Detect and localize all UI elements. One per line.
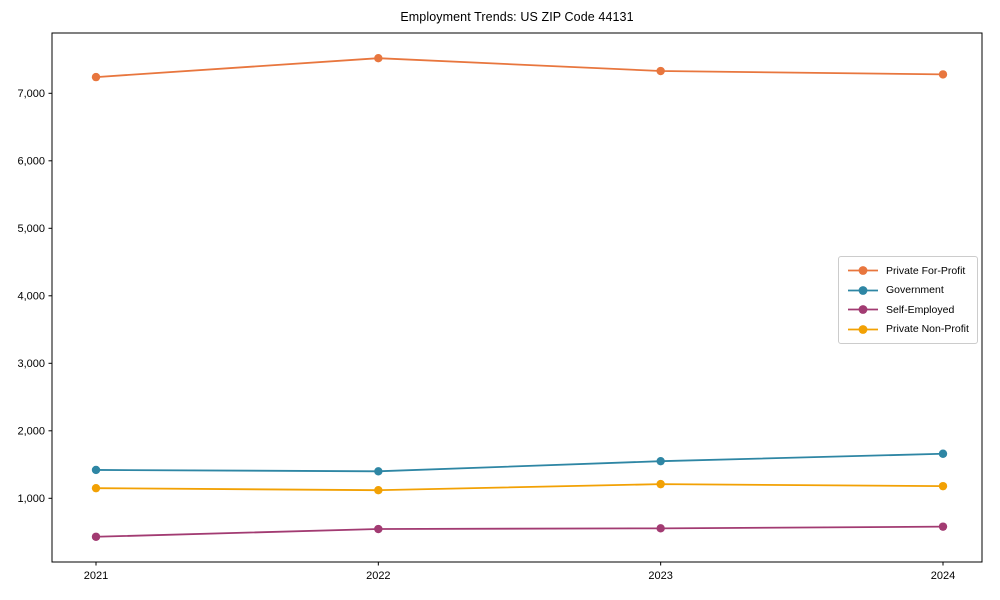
data-point-self-employed	[656, 524, 665, 533]
y-tick-label: 1,000	[17, 493, 45, 505]
data-point-government	[656, 456, 665, 466]
data-point-private-non-profit	[656, 479, 665, 489]
x-tick-label: 2021	[84, 570, 108, 582]
data-point-private-for-profit	[374, 54, 383, 63]
data-point-private-for-profit	[938, 70, 948, 79]
x-tick-label: 2022	[366, 570, 390, 582]
legend-label: Government	[886, 284, 944, 297]
y-tick-label: 4,000	[17, 290, 45, 302]
chart-title: Employment Trends: US ZIP Code 44131	[400, 10, 634, 24]
legend: Private For-Profit Government Self-Employe…	[838, 256, 978, 344]
series-line-private-for-profit	[95, 57, 944, 78]
series-line-self-employed	[95, 525, 944, 538]
legend-line-marker-icon	[848, 324, 878, 334]
legend-label: Private Non-Profit	[886, 323, 969, 336]
data-point-private-non-profit	[374, 486, 383, 495]
legend-line-marker-icon	[848, 305, 878, 315]
legend-line-marker-icon	[848, 285, 878, 295]
data-point-government	[374, 467, 383, 476]
data-point-private-non-profit	[938, 481, 948, 491]
data-point-self-employed	[374, 524, 383, 534]
legend-item-private-non-profit: Private Non-Profit	[847, 320, 969, 340]
series-line-private-non-profit	[95, 483, 944, 492]
axes-frame	[51, 32, 983, 563]
legend-item-government: Government	[847, 281, 969, 301]
data-point-government	[938, 449, 948, 458]
data-point-private-for-profit	[656, 66, 665, 76]
y-tick-label: 6,000	[17, 155, 45, 167]
y-tick-label: 2,000	[17, 425, 45, 437]
data-point-government	[91, 465, 101, 475]
y-tick-label: 3,000	[17, 358, 45, 370]
series-line-government	[95, 452, 944, 473]
x-tick-label: 2023	[648, 570, 672, 582]
legend-label: Private For-Profit	[886, 264, 966, 277]
y-tick-label: 7,000	[17, 88, 45, 100]
legend-label: Self-Employed	[886, 303, 955, 316]
legend-line-marker-icon	[848, 266, 878, 276]
data-point-self-employed	[91, 532, 101, 541]
data-point-private-non-profit	[91, 483, 101, 493]
data-point-self-employed	[938, 522, 948, 531]
y-tick-label: 5,000	[17, 223, 45, 235]
data-point-private-for-profit	[91, 72, 101, 82]
legend-item-private-for-profit: Private For-Profit	[847, 261, 969, 281]
legend-item-self-employed: Self-Employed	[847, 300, 969, 320]
x-tick-label: 2024	[931, 570, 955, 582]
